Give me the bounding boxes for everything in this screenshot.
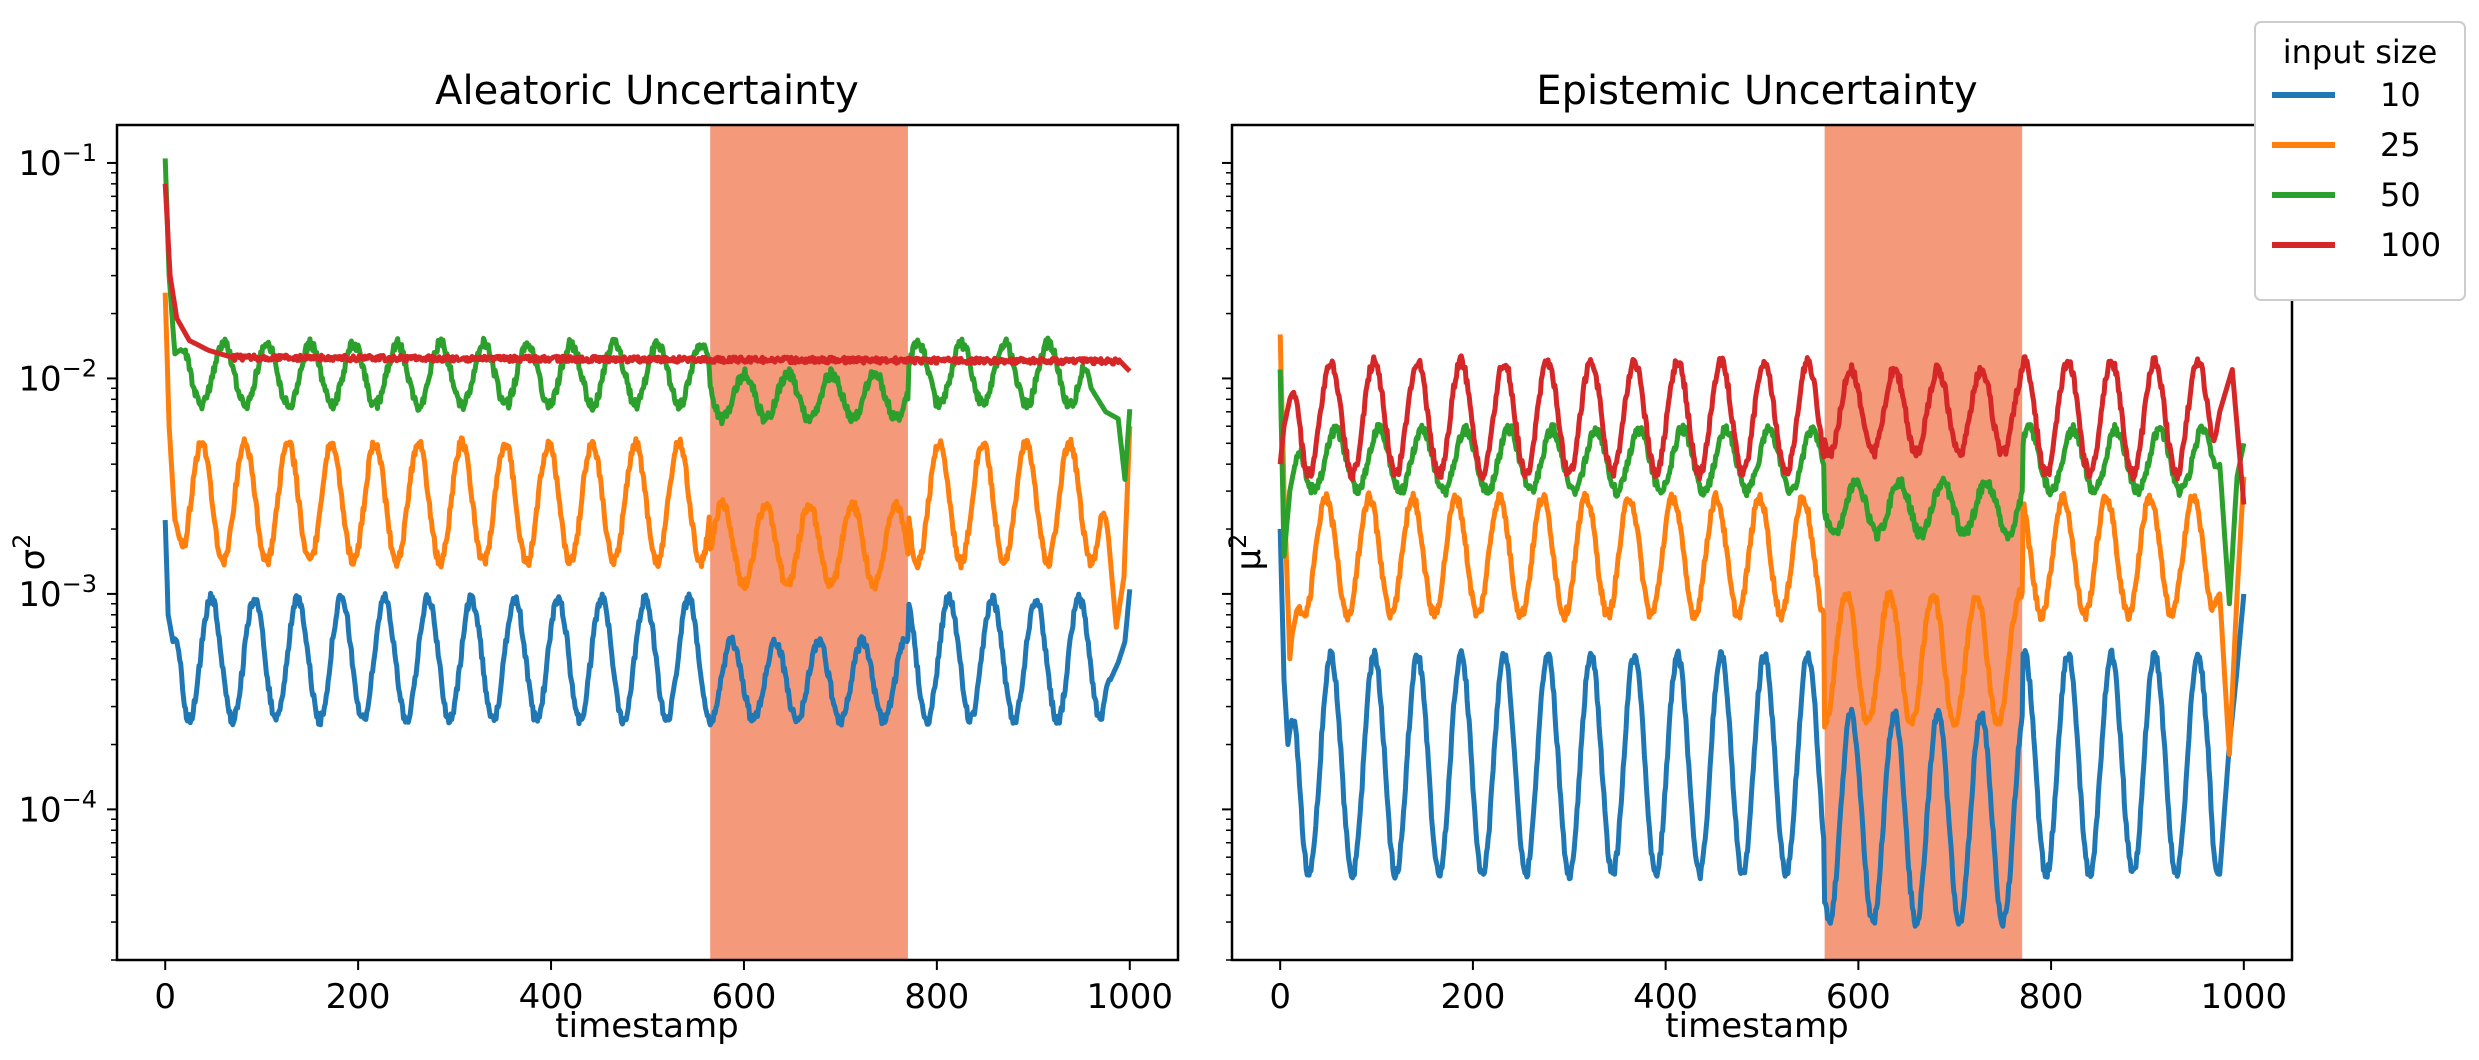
epistemic-xtick-label: 200 <box>1440 977 1505 1017</box>
epistemic-axes-frame <box>1230 123 2294 962</box>
legend-label-50: 50 <box>2380 176 2421 214</box>
epistemic-xtick-label: 400 <box>1633 977 1698 1017</box>
legend: input size 10 25 50 100 <box>2254 21 2466 301</box>
aleatoric-ytick-label: 10−1 <box>18 139 97 184</box>
aleatoric-axes-frame <box>115 123 1180 962</box>
epistemic-ylabel-exponent: 2 <box>1224 534 1252 549</box>
aleatoric-ylabel: σ2 <box>8 534 53 571</box>
aleatoric-ytick-label: 10−2 <box>18 354 97 399</box>
aleatoric-series-25-line <box>162 292 1133 630</box>
aleatoric-plot-area: 0 200 400 600 800 1000 10−1 10−2 10−3 10−4 <box>18 123 1180 1017</box>
epistemic-xtick-label: 1000 <box>2201 977 2288 1017</box>
epistemic-xtick-label: 0 <box>1269 977 1291 1017</box>
legend-frame <box>2254 21 2466 301</box>
legend-label-10: 10 <box>2380 76 2421 114</box>
epistemic-plot-area: 0 200 400 600 800 1000 <box>1222 123 2294 1017</box>
aleatoric-xtick-label: 0 <box>154 977 176 1017</box>
aleatoric-series-50-line <box>162 158 1133 482</box>
aleatoric-xlabel: timestamp <box>555 1006 738 1046</box>
legend-entries: 10 25 50 100 <box>2272 76 2441 264</box>
aleatoric-ylabel-exponent: 2 <box>8 534 36 549</box>
epistemic-xtick-label: 800 <box>2019 977 2084 1017</box>
aleatoric-ytick-label: 10−4 <box>18 785 97 830</box>
legend-title: input size <box>2283 33 2438 71</box>
aleatoric-xtick-label: 400 <box>519 977 584 1017</box>
aleatoric-title: Aleatoric Uncertainty <box>435 68 859 114</box>
aleatoric-anomaly-region <box>710 125 908 960</box>
aleatoric-xtick-label: 600 <box>712 977 777 1017</box>
aleatoric-panel: Aleatoric Uncertainty 0 200 400 600 800 1000 1… <box>8 68 1180 1046</box>
aleatoric-ylabel-symbol: σ <box>13 549 53 571</box>
epistemic-xtick-label: 600 <box>1826 977 1891 1017</box>
epistemic-title: Epistemic Uncertainty <box>1536 68 1977 114</box>
aleatoric-ytick-label: 10−3 <box>18 570 97 615</box>
aleatoric-series-100-line <box>162 183 1132 373</box>
epistemic-series-25-line <box>1277 334 2247 757</box>
aleatoric-xtick-label: 1000 <box>1087 977 1174 1017</box>
aleatoric-series-10-line <box>162 520 1133 728</box>
epistemic-series-100-line <box>1277 353 2247 505</box>
epistemic-series-10-line <box>1277 528 2247 929</box>
epistemic-ylabel: μ2 <box>1224 534 1269 571</box>
aleatoric-xtick-label: 800 <box>904 977 969 1017</box>
epistemic-ylabel-symbol: μ <box>1229 549 1269 571</box>
epistemic-xlabel: timestamp <box>1665 1006 1848 1046</box>
epistemic-anomaly-region <box>1824 125 2023 960</box>
legend-label-100: 100 <box>2380 226 2441 264</box>
epistemic-panel: Epistemic Uncertainty 0 200 400 600 800 1000 … <box>1222 68 2294 1046</box>
aleatoric-xtick-label: 200 <box>326 977 391 1017</box>
legend-label-25: 25 <box>2380 126 2421 164</box>
